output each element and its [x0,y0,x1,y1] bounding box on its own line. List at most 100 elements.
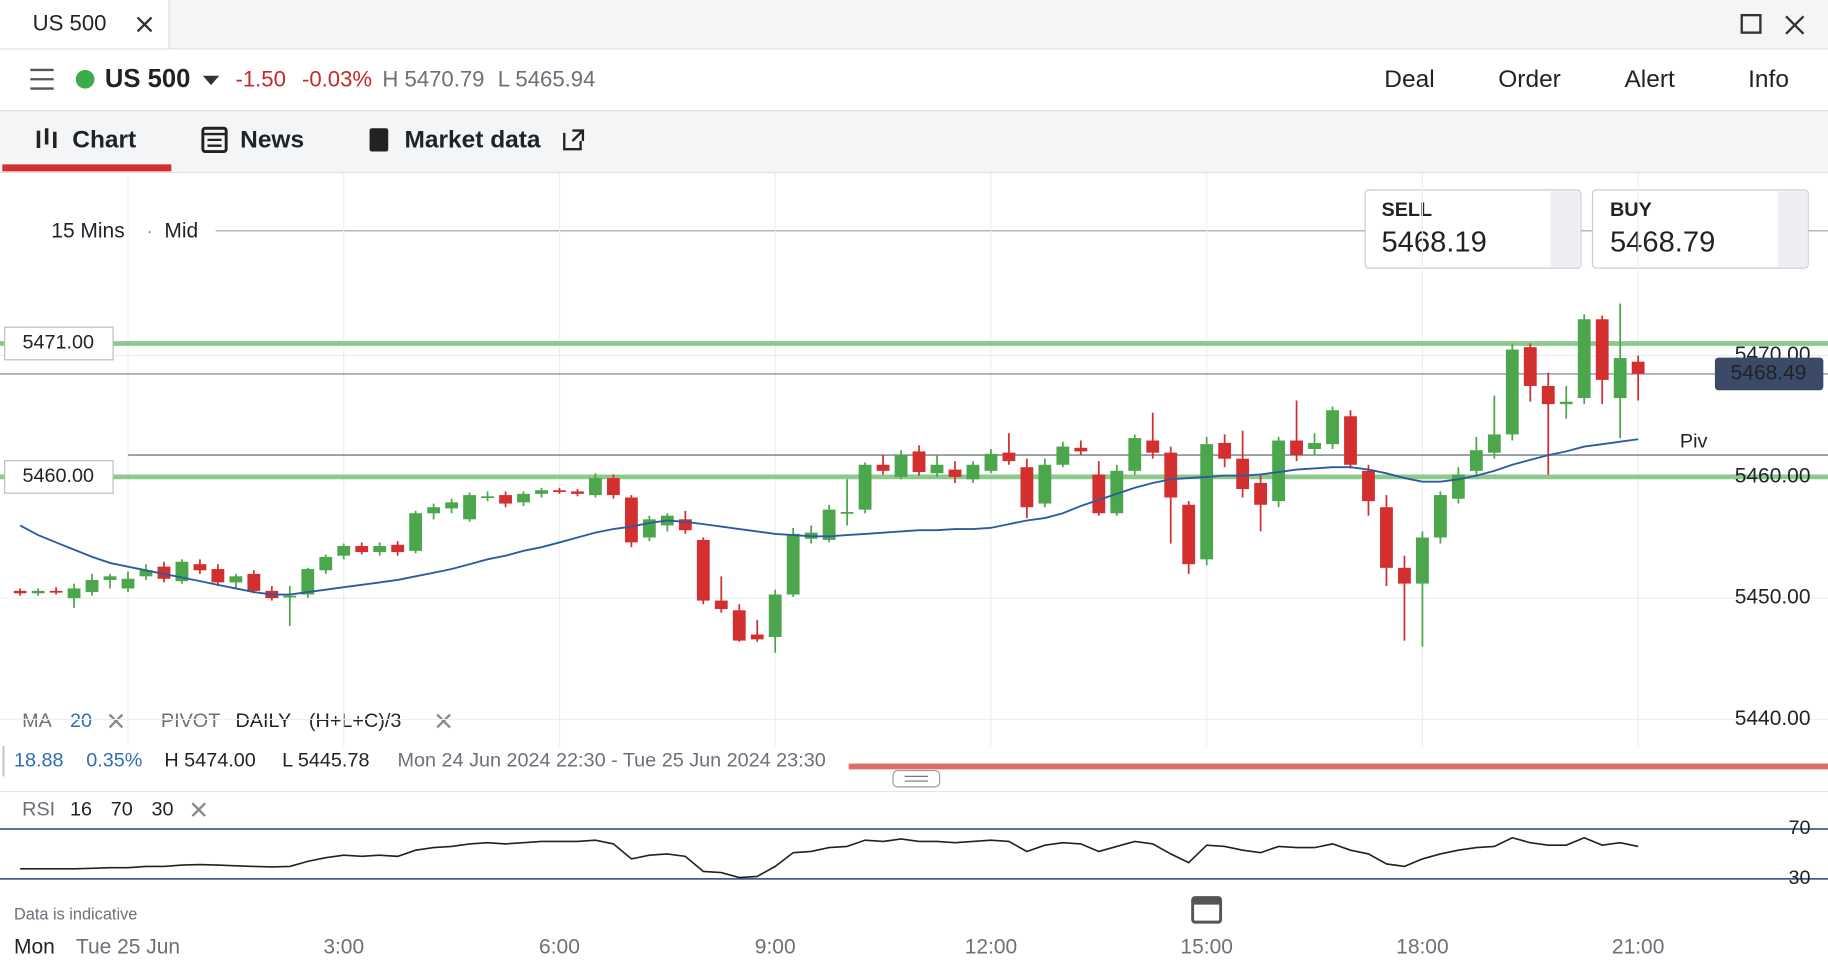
tab[interactable]: Chart [72,127,136,154]
sell-button[interactable] [1364,189,1582,269]
y-tick-label: 5460.00 [1735,464,1811,487]
info-high: H 5474.00 [164,749,255,771]
candle-body [966,464,980,480]
remove-rsi[interactable] [191,802,207,817]
pivot-tag: Piv [1680,430,1708,452]
menu-icon[interactable] [30,68,54,90]
current-price-box [1714,357,1824,391]
candle-body [193,564,207,571]
candle-body [1110,470,1124,514]
candle-body [1433,495,1447,538]
high: H 5470.79 [382,66,484,91]
news-icon-lines [202,132,227,147]
candle-body [463,495,476,520]
candle-body [786,533,800,595]
candle-body [1487,434,1501,453]
level-tag: 5460.00 [23,465,95,487]
candle-body [1272,440,1286,502]
menu-item[interactable]: Info [1748,66,1789,93]
candle-body [1002,452,1016,462]
change-pct: -0.03% [302,66,372,91]
candle-body [768,594,782,637]
remove-pivot[interactable] [436,713,451,729]
candle-body [732,610,746,641]
candle-body [1469,450,1483,471]
candle-body [229,576,243,583]
candle-body [517,493,530,503]
candle-body [1290,440,1303,456]
candle-body [1164,452,1178,498]
ma-period: 20 [70,710,92,732]
tabs-bar [0,110,1828,173]
y-tick-label: 5440.00 [1735,707,1811,730]
range-bar [848,763,1828,770]
candle-body [840,512,854,514]
window-bar [0,0,1828,49]
candle-body [355,546,369,553]
candle-body [1200,444,1214,560]
candle-body [535,490,548,494]
candle-body [1038,464,1052,504]
candle-body [1398,567,1411,584]
candle-body [1505,349,1519,435]
menu-item[interactable]: Alert [1624,66,1675,93]
market-data-icon [369,128,389,152]
candle-body [1020,467,1034,508]
current-price-label: 5468.49 [1731,361,1807,384]
candle-body [121,578,135,589]
buy-button-edge [1777,191,1808,267]
menu-item[interactable]: Deal [1384,66,1434,93]
buy-price: 5468.79 [1610,226,1715,258]
candle-body [678,519,692,531]
handle-grip [904,775,928,782]
rsi-lower: 30 [152,798,174,820]
candle-body [1577,319,1591,399]
external-link-icon[interactable] [563,129,585,151]
pivot-period: DAILY [235,710,291,732]
candle-body [67,588,81,599]
rsi-period: 16 [70,798,92,820]
window-tab[interactable] [0,0,170,49]
sell-price: 5468.19 [1381,226,1486,258]
candle-body [1092,474,1106,514]
candle-body [1182,504,1196,565]
rsi-tick-label: 30 [1788,867,1810,889]
rsi-label: RSI [22,798,55,820]
remove-ma[interactable] [108,713,124,729]
x-tick-label: 21:00 [1612,935,1664,958]
candle-body [876,464,890,471]
candle-body [247,573,261,591]
panel-resize-handle[interactable] [892,769,941,788]
candle-body [589,478,602,496]
candle-body [912,451,926,473]
candle-body [1344,416,1357,465]
x-tick-label: 6:00 [539,935,580,958]
x-tick-label: 3:00 [323,935,364,958]
candle-body [1416,537,1429,584]
x-tick-label: 15:00 [1180,935,1232,958]
buy-label: BUY [1610,199,1652,221]
maximize[interactable] [1740,13,1762,34]
market-name[interactable]: US 500 [105,65,190,93]
menu-item[interactable]: Order [1498,66,1561,93]
buy-button[interactable] [1591,189,1809,269]
candle-body [1326,410,1339,445]
candle-body [49,590,63,593]
price-type[interactable]: Mid [164,220,198,243]
tab[interactable]: News [240,127,304,154]
y-tick-label: 5450.00 [1735,586,1811,609]
change: -1.50 [235,66,285,91]
dropdown-caret[interactable] [202,75,220,86]
sell-button-edge [1550,191,1580,267]
tab[interactable]: Market data [405,127,541,154]
candle-body [283,595,297,598]
candle-body [1236,458,1250,490]
window-tab-title: US 500 [33,10,107,35]
tab-close[interactable] [136,16,153,33]
candle-body [481,496,494,499]
candle-body [1523,347,1537,386]
close[interactable] [1785,15,1805,35]
candle-body [930,464,944,474]
candle-body [1074,447,1088,452]
interval[interactable]: 15 Mins [51,220,124,243]
